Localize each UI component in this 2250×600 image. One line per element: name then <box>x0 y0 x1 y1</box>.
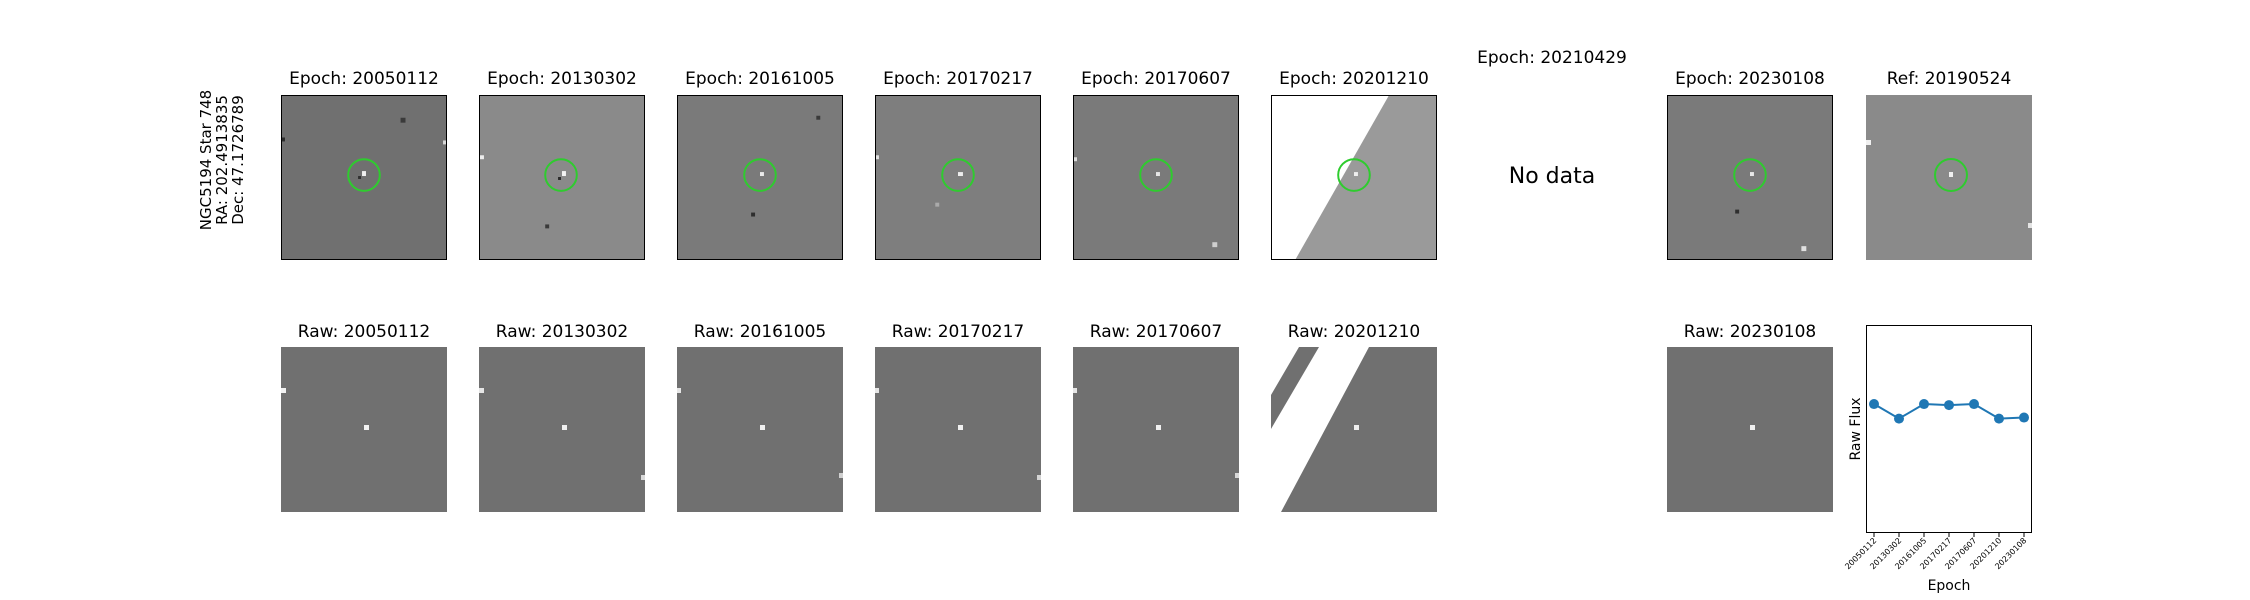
target-circle <box>1337 158 1371 192</box>
diff-image-2 <box>480 96 644 259</box>
ref-image <box>1866 95 2032 260</box>
target-circle <box>544 158 578 192</box>
target-circle <box>1733 158 1767 192</box>
raw-panel-3 <box>677 347 843 512</box>
epoch-title-2: Epoch: 20130302 <box>487 69 637 89</box>
epoch-title-8: Epoch: 20230108 <box>1675 69 1825 89</box>
raw-title-4: Raw: 20170217 <box>891 322 1025 342</box>
data-point <box>1919 399 1929 410</box>
raw-panel-8 <box>1667 347 1833 512</box>
raw-panel-2 <box>479 347 645 512</box>
raw-panel-6 <box>1271 347 1437 512</box>
target-circle <box>1139 158 1173 192</box>
light-curve-svg: 2005011220130302201610052017021720170607… <box>1843 398 2029 594</box>
target-circle <box>941 158 975 192</box>
raw-image-5 <box>1073 347 1239 512</box>
raw-image-3 <box>677 347 843 512</box>
raw-title-8: Raw: 20230108 <box>1683 322 1817 342</box>
diff-panel-8 <box>1667 95 1833 260</box>
raw-image-1 <box>281 347 447 512</box>
raw-panel-5 <box>1073 347 1239 512</box>
diff-image-1 <box>282 96 446 259</box>
epoch-title-5: Epoch: 20170607 <box>1081 69 1231 89</box>
y-axis-label: Raw Flux <box>1848 398 1864 461</box>
epoch-title-7: Epoch: 20210429 <box>1477 48 1627 68</box>
ref-title: Ref: 20190524 <box>1886 69 2012 89</box>
x-axis-label: Epoch <box>1928 578 1971 594</box>
epoch-title-4: Epoch: 20170217 <box>883 69 1033 89</box>
raw-image-8 <box>1667 347 1833 512</box>
diff-image-3 <box>678 96 842 259</box>
target-circle <box>1934 158 1968 192</box>
no-data-text: No data <box>1508 164 1596 189</box>
epoch-title-3: Epoch: 20161005 <box>685 69 835 89</box>
diff-panel-6 <box>1271 95 1437 260</box>
data-point <box>1994 413 2004 424</box>
target-circle <box>743 158 777 192</box>
raw-title-6: Raw: 20201210 <box>1287 322 1421 342</box>
raw-title-1: Raw: 20050112 <box>297 322 431 342</box>
diff-panel-2 <box>479 95 645 260</box>
raw-title-3: Raw: 20161005 <box>693 322 827 342</box>
diff-panel-3 <box>677 95 843 260</box>
diff-image-8 <box>1668 96 1832 259</box>
target-circle <box>347 158 381 192</box>
diff-panel-5 <box>1073 95 1239 260</box>
data-point <box>1869 399 1879 410</box>
data-point <box>2019 412 2029 423</box>
star-name: NGC5194 Star 748 <box>197 89 215 231</box>
raw-image-4 <box>875 347 1041 512</box>
diff-panel-1 <box>281 95 447 260</box>
ref-panel <box>1866 95 2032 260</box>
diff-image-6 <box>1272 96 1436 259</box>
raw-panel-4 <box>875 347 1041 512</box>
diff-image-5 <box>1074 96 1238 259</box>
star-dec: Dec: 47.1726789 <box>229 95 247 225</box>
raw-image-2 <box>479 347 645 512</box>
data-point <box>1969 399 1979 410</box>
raw-title-2: Raw: 20130302 <box>495 322 629 342</box>
data-point <box>1944 400 1954 411</box>
star-ra: RA: 202.4913835 <box>213 95 231 225</box>
epoch-title-6: Epoch: 20201210 <box>1279 69 1429 89</box>
diff-image-4 <box>876 96 1040 259</box>
raw-panel-1 <box>281 347 447 512</box>
epoch-title-1: Epoch: 20050112 <box>289 69 439 89</box>
diff-panel-4 <box>875 95 1041 260</box>
raw-title-5: Raw: 20170607 <box>1089 322 1223 342</box>
light-curve-chart: 20050112 20130302 20161005 20170217 20170607… <box>1843 325 2032 594</box>
raw-image-6 <box>1271 347 1437 512</box>
data-point <box>1894 413 1904 424</box>
